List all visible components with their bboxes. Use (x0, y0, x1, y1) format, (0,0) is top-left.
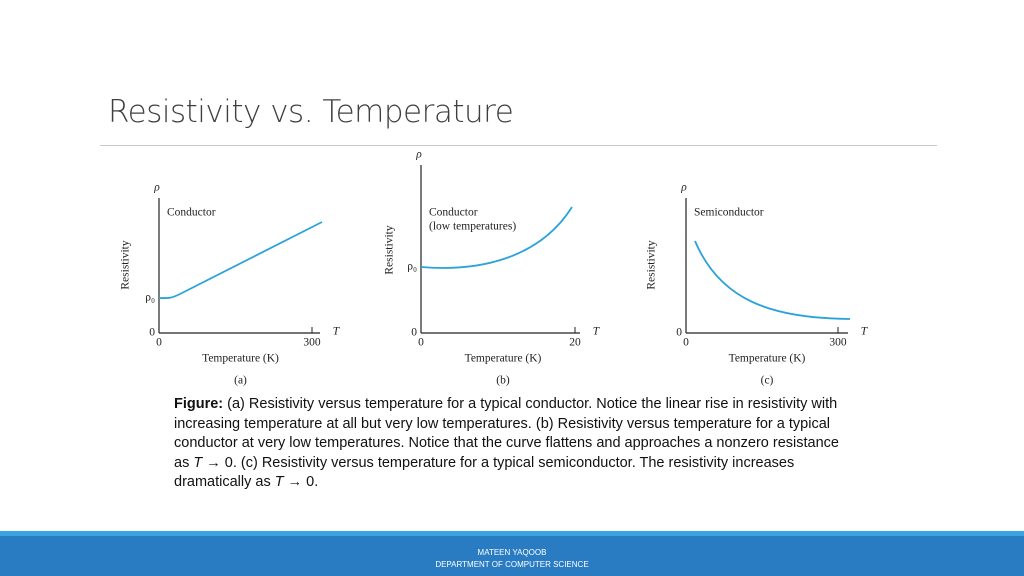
caption-text: → 0. (c) Resistivity versus temperature … (174, 454, 795, 491)
x-tick-label: 0 (156, 337, 162, 349)
caption: Figure: (a) Resistivity versus temperatu… (174, 395, 854, 493)
x-tick-label: 0 (418, 337, 424, 349)
footer-department: DEPARTMENT OF COMPUTER SCIENCE (435, 560, 589, 569)
x-symbol: T (593, 326, 601, 338)
y-symbol: ρ (153, 182, 160, 194)
y-axis-label: Resistivity (384, 225, 396, 274)
curve-label: Conductor (429, 207, 478, 219)
caption-text: → 0. (283, 474, 319, 490)
curve (158, 221, 323, 299)
panel-label: (c) (761, 375, 774, 387)
caption-symbol: T (274, 474, 284, 490)
x-symbol: T (333, 326, 341, 338)
y-mark: 0 (411, 327, 417, 339)
panel-label: (b) (496, 375, 510, 387)
title-rule (100, 145, 937, 146)
curve (694, 240, 851, 320)
x-tick-label: 300 (829, 337, 847, 349)
caption-symbol: T (193, 454, 203, 471)
x-tick-label: 0 (683, 337, 689, 349)
y-mark: 0 (149, 327, 155, 339)
curve-label: Conductor (167, 207, 216, 219)
x-tick-label: 300 (303, 337, 321, 349)
y-mark: ρ₀ (407, 261, 417, 273)
x-axis-label: Temperature (K) (465, 353, 542, 365)
curve-label: Semiconductor (694, 207, 764, 219)
y-symbol: ρ (415, 149, 422, 161)
y-axis-label: Resistivity (646, 240, 658, 289)
x-axis-label: Temperature (K) (202, 353, 279, 365)
y-mark: 0 (676, 327, 682, 339)
x-tick-label: 20 (569, 337, 581, 349)
x-axis-label: Temperature (K) (729, 353, 806, 365)
caption-text: (a) Resistivity versus temperature for a… (174, 396, 839, 471)
curve (420, 206, 573, 269)
curve-label: (low temperatures) (429, 221, 516, 233)
footer-name: MATEEN YAQOOB (477, 548, 547, 557)
y-axis-label: Resistivity (120, 240, 132, 289)
slide-title: Resistivity vs. Temperature (108, 94, 514, 130)
panel-label: (a) (234, 375, 247, 387)
y-mark: ρ₀ (145, 292, 155, 304)
caption-label: Figure: (174, 396, 224, 412)
y-symbol: ρ (680, 182, 687, 194)
footer: MATEEN YAQOOB DEPARTMENT OF COMPUTER SCI… (0, 531, 1024, 576)
x-symbol: T (861, 326, 869, 338)
